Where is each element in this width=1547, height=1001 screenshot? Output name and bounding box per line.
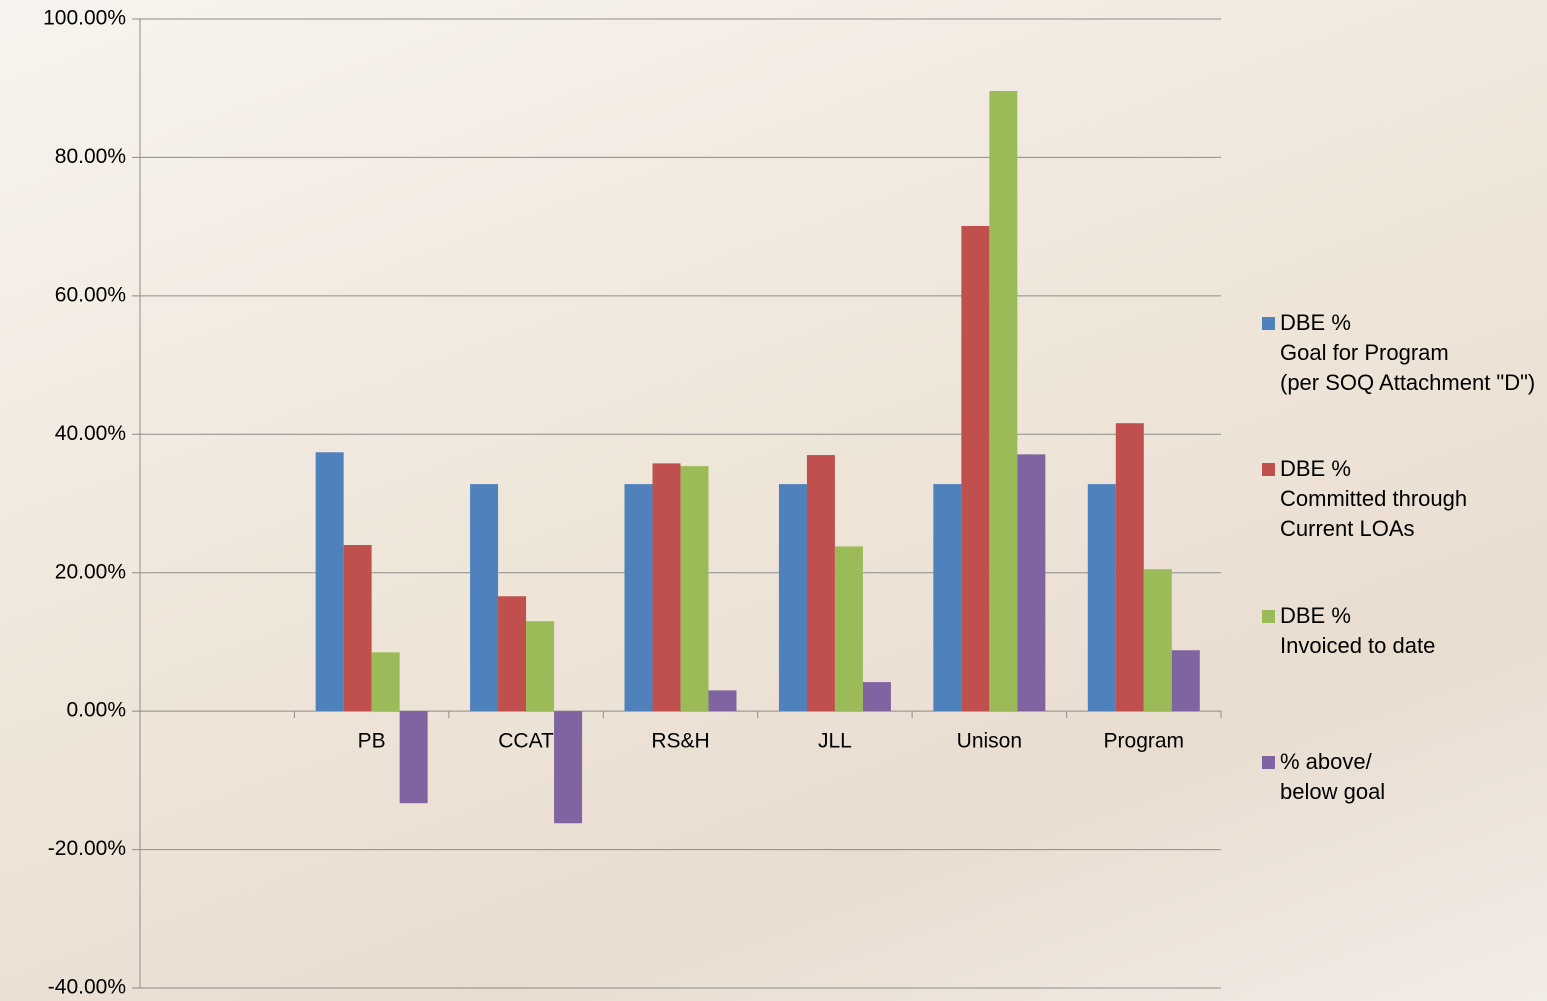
bar — [554, 711, 582, 823]
bar — [961, 226, 989, 711]
bar — [709, 690, 737, 711]
y-tick-label: 20.00% — [55, 560, 126, 583]
x-tick-label: Program — [1104, 730, 1185, 753]
legend-swatch — [1262, 610, 1275, 623]
y-tick-label: 80.00% — [55, 145, 126, 168]
y-tick-label: -40.00% — [48, 976, 126, 999]
bar — [400, 711, 428, 803]
bar — [653, 463, 681, 711]
bar — [681, 466, 709, 711]
y-tick-label: 40.00% — [55, 422, 126, 445]
bar — [779, 484, 807, 711]
x-tick-label: Unison — [957, 730, 1022, 753]
legend-swatch — [1262, 756, 1275, 769]
x-tick-label: CCAT — [498, 730, 554, 753]
x-tick-label: JLL — [818, 730, 852, 753]
legend-item: DBE % Committed through Current LOAs — [1262, 454, 1467, 544]
y-tick-label: 0.00% — [66, 699, 126, 722]
bar — [807, 455, 835, 711]
bar — [989, 91, 1017, 711]
legend-label: DBE % Goal for Program (per SOQ Attachme… — [1280, 310, 1535, 395]
y-tick-label: 60.00% — [55, 283, 126, 306]
bar — [1116, 423, 1144, 711]
bar — [498, 596, 526, 711]
bar — [526, 621, 554, 711]
legend-label: DBE % Invoiced to date — [1280, 603, 1435, 658]
y-tick-label: -20.00% — [48, 837, 126, 860]
legend-swatch — [1262, 317, 1275, 330]
legend-item: DBE % Goal for Program (per SOQ Attachme… — [1262, 308, 1535, 398]
bar — [1017, 454, 1045, 711]
bar — [316, 452, 344, 711]
bar — [933, 484, 961, 711]
bar — [835, 546, 863, 711]
x-tick-label: RS&H — [651, 730, 709, 753]
legend-label: % above/ below goal — [1280, 749, 1385, 804]
bar — [372, 652, 400, 711]
y-tick-label: 100.00% — [43, 7, 126, 30]
page: -40.00% -20.00% 0.00% 20.00% 40.00% 60.00% 80.… — [0, 0, 1547, 1001]
legend-item: % above/ below goal — [1262, 747, 1385, 807]
bar — [1088, 484, 1116, 711]
bar — [470, 484, 498, 711]
legend-swatch — [1262, 463, 1275, 476]
bar — [344, 545, 372, 711]
bar — [863, 682, 891, 711]
x-tick-label: PB — [358, 730, 386, 753]
legend-label: DBE % Committed through Current LOAs — [1280, 456, 1467, 541]
bar — [1144, 569, 1172, 711]
legend-item: DBE % Invoiced to date — [1262, 601, 1435, 661]
bar — [1172, 650, 1200, 711]
bar — [625, 484, 653, 711]
